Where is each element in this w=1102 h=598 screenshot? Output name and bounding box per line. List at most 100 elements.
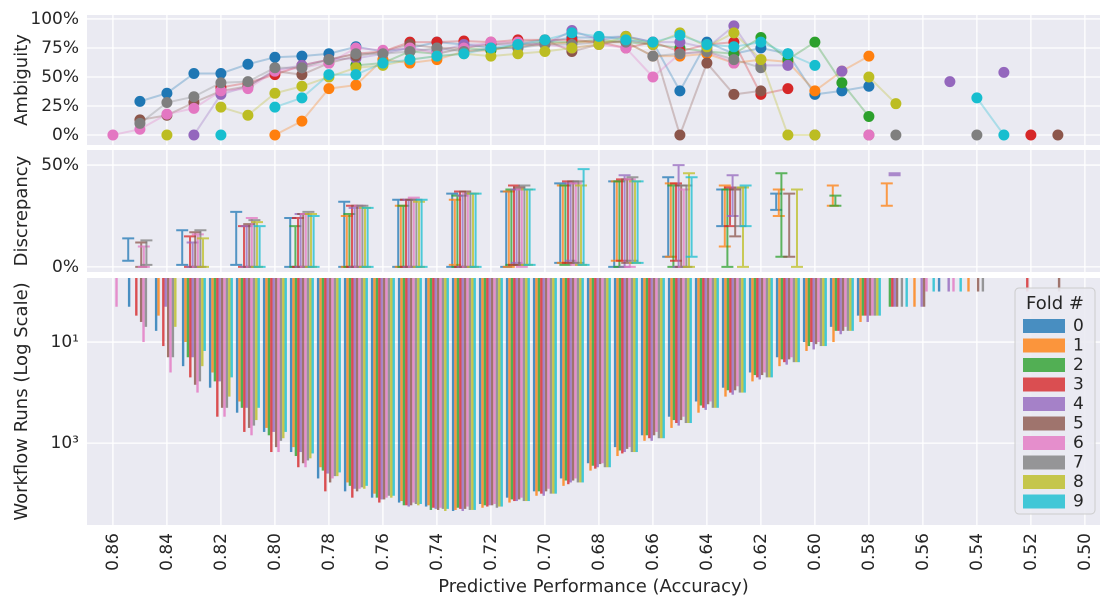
range-bar bbox=[770, 192, 783, 211]
bar bbox=[770, 278, 773, 378]
bar bbox=[648, 278, 651, 439]
bar bbox=[228, 278, 231, 397]
bar bbox=[849, 278, 852, 331]
bar bbox=[650, 278, 653, 441]
bar bbox=[537, 278, 541, 492]
point bbox=[242, 76, 254, 88]
range-bar bbox=[415, 198, 428, 268]
bar bbox=[846, 278, 850, 331]
bar bbox=[370, 278, 374, 498]
bar bbox=[937, 278, 941, 292]
point bbox=[161, 129, 173, 141]
point bbox=[566, 42, 578, 54]
bar bbox=[468, 278, 472, 510]
bar bbox=[208, 278, 212, 388]
bar bbox=[407, 278, 410, 507]
bar bbox=[424, 278, 428, 507]
bar bbox=[351, 278, 354, 498]
bar bbox=[702, 278, 705, 408]
range-bar bbox=[572, 180, 585, 264]
point bbox=[566, 27, 578, 39]
bar bbox=[517, 278, 521, 500]
range-bar bbox=[790, 188, 803, 268]
point bbox=[647, 71, 659, 83]
point bbox=[161, 97, 173, 109]
legend-label: 9 bbox=[1073, 492, 1084, 512]
bar bbox=[893, 278, 896, 307]
bar bbox=[483, 278, 487, 506]
x-tick-label: 0.70 bbox=[535, 533, 555, 571]
point bbox=[782, 129, 794, 141]
bar bbox=[805, 278, 808, 351]
bar bbox=[414, 278, 418, 504]
bar bbox=[589, 278, 592, 471]
legend-swatch bbox=[1023, 416, 1065, 431]
bar bbox=[552, 278, 555, 494]
bar bbox=[606, 278, 609, 468]
bar bbox=[905, 278, 908, 307]
range-bar bbox=[448, 198, 461, 266]
bar bbox=[326, 278, 329, 474]
bar bbox=[780, 278, 784, 360]
y-tick-label: 100% bbox=[30, 9, 79, 29]
bar bbox=[402, 278, 406, 506]
bar bbox=[657, 278, 661, 439]
x-tick-label: 0.68 bbox=[589, 533, 609, 571]
bar bbox=[203, 278, 206, 351]
y-tick-label: 0% bbox=[52, 257, 79, 277]
bar bbox=[267, 278, 271, 436]
range-bar bbox=[626, 176, 639, 262]
bar bbox=[635, 278, 638, 453]
bar bbox=[247, 278, 251, 428]
bar bbox=[127, 278, 131, 307]
x-tick-label: 0.66 bbox=[643, 533, 663, 571]
y-axis-label: Workflow Runs (Log Scale) bbox=[11, 282, 32, 520]
bar bbox=[591, 278, 595, 466]
point bbox=[107, 129, 119, 141]
point bbox=[458, 48, 470, 60]
point bbox=[728, 54, 740, 66]
bar bbox=[527, 278, 530, 502]
bar bbox=[535, 278, 538, 496]
range-bar bbox=[307, 214, 320, 268]
bar bbox=[660, 278, 663, 439]
bar bbox=[213, 278, 217, 382]
bar bbox=[574, 278, 577, 479]
bar bbox=[819, 278, 823, 347]
point bbox=[1025, 129, 1037, 141]
legend-label: 7 bbox=[1073, 453, 1084, 473]
bar bbox=[392, 278, 395, 496]
bar bbox=[900, 278, 904, 307]
point bbox=[674, 85, 686, 97]
bar bbox=[878, 278, 881, 316]
bar bbox=[272, 278, 275, 432]
bar bbox=[544, 278, 548, 492]
bar bbox=[628, 278, 631, 448]
bar bbox=[679, 278, 683, 421]
bar bbox=[643, 278, 646, 441]
x-tick-label: 0.62 bbox=[751, 533, 771, 571]
range-bar bbox=[197, 237, 210, 268]
bar bbox=[142, 278, 145, 343]
point bbox=[890, 129, 902, 141]
x-tick-label: 0.86 bbox=[103, 533, 123, 571]
point bbox=[674, 48, 686, 60]
bar bbox=[709, 278, 712, 402]
x-tick-label: 0.74 bbox=[427, 533, 447, 571]
bar bbox=[613, 278, 617, 448]
bar bbox=[729, 278, 732, 393]
bar bbox=[478, 278, 482, 504]
x-tick-label: 0.82 bbox=[211, 533, 231, 571]
point bbox=[539, 34, 551, 46]
bar bbox=[706, 278, 710, 405]
bar bbox=[490, 278, 494, 506]
bar bbox=[783, 278, 786, 363]
point bbox=[296, 50, 308, 62]
bar bbox=[891, 278, 894, 307]
bar bbox=[343, 278, 347, 492]
y-tick-label: 50% bbox=[41, 67, 79, 87]
point bbox=[674, 29, 686, 41]
bar bbox=[166, 278, 170, 358]
